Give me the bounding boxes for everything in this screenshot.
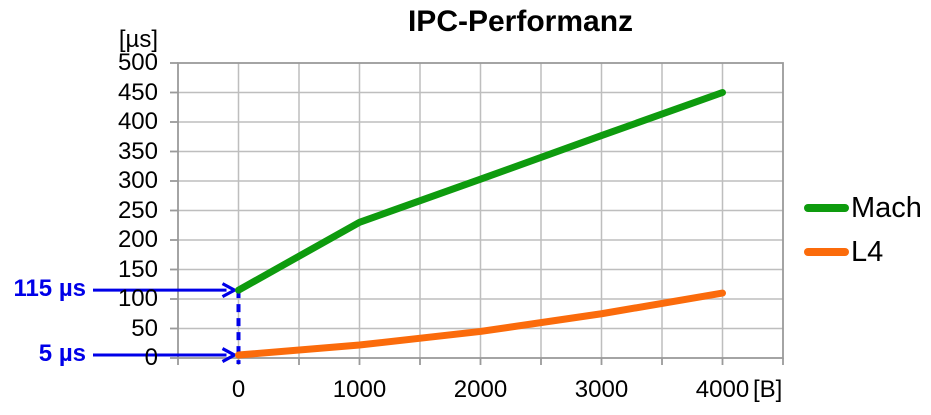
- x-axis-unit-label: [B]: [753, 376, 783, 403]
- annotation-arrowhead: [221, 347, 238, 363]
- y-tick-label: 300: [117, 167, 158, 194]
- series-line-mach: [235, 89, 726, 294]
- y-tick-label: 450: [117, 78, 158, 106]
- y-tick-label: 500: [117, 49, 158, 76]
- x-tick-label: 2000: [453, 376, 508, 403]
- legend-label: L4: [851, 235, 884, 268]
- y-axis-unit-label: [µs]: [118, 26, 158, 53]
- x-tick-label: 1000: [332, 376, 387, 403]
- chart-title: IPC-Performanz: [407, 5, 634, 38]
- legend-swatch-l4: [804, 248, 849, 256]
- legend-swatch-mach: [804, 204, 849, 212]
- legend: Mach L4: [804, 191, 922, 279]
- annotation-arrowhead: [221, 282, 238, 299]
- y-tick-label: 350: [117, 137, 158, 165]
- x-tick-label: 0: [231, 376, 246, 403]
- y-tick-label: 0: [144, 344, 158, 371]
- y-tick-label: 200: [117, 226, 158, 253]
- x-tick-label: 4000: [695, 376, 750, 403]
- y-tick-label: 250: [117, 196, 158, 224]
- legend-item-l4: L4: [804, 235, 922, 269]
- y-tick-label: 100: [117, 285, 158, 312]
- annotation-label: 115 µs: [13, 275, 86, 303]
- annotation-label: 5 µs: [38, 340, 86, 368]
- series-line-l4: [235, 289, 726, 359]
- x-tick-label: 3000: [574, 376, 629, 403]
- y-tick-label: 400: [117, 108, 158, 135]
- legend-item-mach: Mach: [804, 191, 922, 225]
- y-tick-label: 150: [117, 255, 158, 283]
- legend-label: Mach: [851, 191, 922, 224]
- y-tick-label: 50: [131, 314, 158, 342]
